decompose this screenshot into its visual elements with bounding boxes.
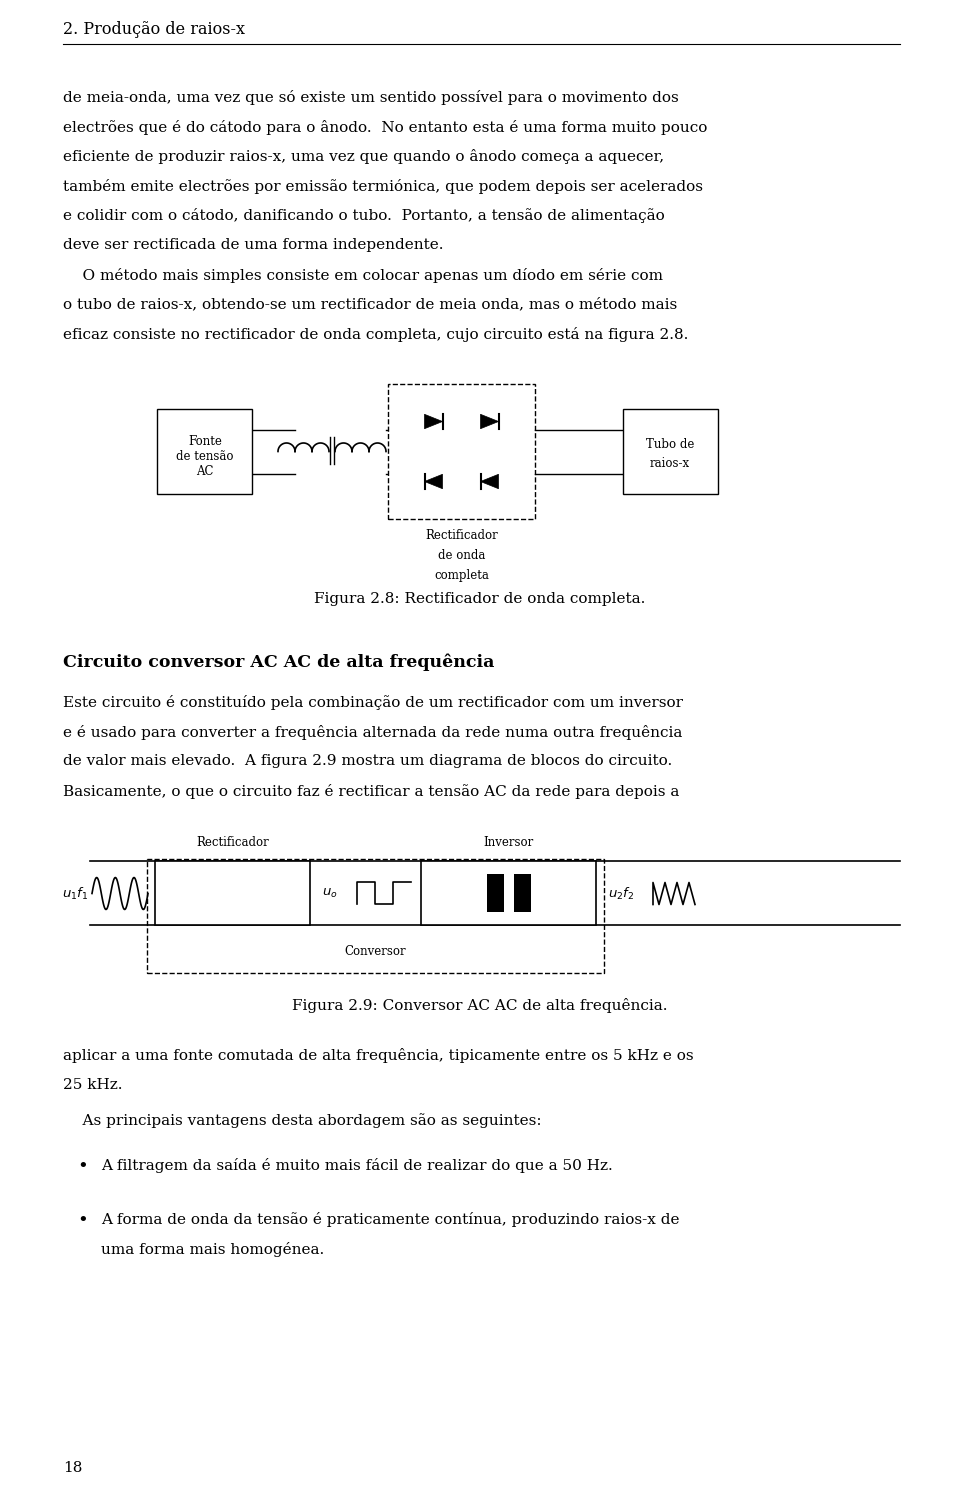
Text: aplicar a uma fonte comutada de alta frequência, tipicamente entre os 5 kHz e os: aplicar a uma fonte comutada de alta fre… — [63, 1048, 694, 1063]
Polygon shape — [424, 475, 443, 488]
Text: e é usado para converter a frequência alternada da rede numa outra frequência: e é usado para converter a frequência al… — [63, 725, 683, 740]
Text: Circuito conversor AC AC de alta frequência: Circuito conversor AC AC de alta frequên… — [63, 654, 494, 671]
Polygon shape — [424, 415, 443, 428]
Bar — [155, 861, 310, 925]
Text: completa: completa — [434, 569, 489, 582]
Text: eficiente de produzir raios-x, uma vez que quando o ânodo começa a aquecer,: eficiente de produzir raios-x, uma vez q… — [63, 150, 664, 165]
Text: deve ser rectificada de uma forma independente.: deve ser rectificada de uma forma indepe… — [63, 238, 444, 251]
Text: O método mais simples consiste em colocar apenas um díodo em série com: O método mais simples consiste em coloca… — [63, 268, 663, 283]
Text: eficaz consiste no rectificador de onda completa, cujo circuito está na figura 2: eficaz consiste no rectificador de onda … — [63, 326, 688, 341]
Text: 2. Produção de raios-x: 2. Produção de raios-x — [63, 21, 245, 37]
Bar — [147, 859, 604, 973]
Text: também emite electrões por emissão termiónica, que podem depois ser acelerados: também emite electrões por emissão termi… — [63, 178, 703, 193]
Text: $u_o$: $u_o$ — [322, 886, 338, 900]
Text: Figura 2.9: Conversor AC AC de alta frequência.: Figura 2.9: Conversor AC AC de alta freq… — [292, 998, 668, 1013]
Text: de meia-onda, uma vez que só existe um sentido possível para o movimento dos: de meia-onda, uma vez que só existe um s… — [63, 90, 679, 105]
Bar — [421, 861, 596, 925]
Text: AC: AC — [196, 466, 214, 478]
Text: Rectificador: Rectificador — [425, 530, 498, 542]
Text: e colidir com o cátodo, danificando o tubo.  Portanto, a tensão de alimentação: e colidir com o cátodo, danificando o tu… — [63, 208, 664, 223]
Text: de valor mais elevado.  A figura 2.9 mostra um diagrama de blocos do circuito.: de valor mais elevado. A figura 2.9 most… — [63, 754, 672, 768]
Polygon shape — [481, 415, 498, 428]
Text: Figura 2.8: Rectificador de onda completa.: Figura 2.8: Rectificador de onda complet… — [314, 591, 646, 605]
Text: $u_1 f_1$: $u_1 f_1$ — [61, 885, 88, 901]
Text: A forma de onda da tensão é praticamente contínua, produzindo raios-x de: A forma de onda da tensão é praticamente… — [101, 1213, 680, 1228]
Bar — [514, 874, 531, 913]
Text: Este circuito é constituído pela combinação de um rectificador com um inversor: Este circuito é constituído pela combina… — [63, 696, 683, 711]
Text: 25 kHz.: 25 kHz. — [63, 1078, 123, 1091]
Bar — [157, 409, 252, 494]
Text: Conversor: Conversor — [345, 945, 406, 958]
Text: de tensão: de tensão — [177, 451, 233, 463]
Text: •: • — [78, 1159, 88, 1177]
Text: •: • — [78, 1213, 88, 1231]
Text: Tubo de: Tubo de — [646, 439, 694, 451]
Text: electrões que é do cátodo para o ânodo.  No entanto esta é uma forma muito pouco: electrões que é do cátodo para o ânodo. … — [63, 120, 708, 135]
Bar — [487, 874, 503, 913]
Bar — [388, 383, 535, 519]
Text: de onda: de onda — [438, 549, 485, 563]
Text: A filtragem da saída é muito mais fácil de realizar do que a 50 Hz.: A filtragem da saída é muito mais fácil … — [101, 1159, 612, 1174]
Text: $u_2 f_2$: $u_2 f_2$ — [608, 885, 635, 901]
Text: 18: 18 — [63, 1461, 83, 1475]
Text: uma forma mais homogénea.: uma forma mais homogénea. — [101, 1243, 324, 1257]
Text: Rectificador: Rectificador — [196, 837, 269, 849]
Text: o tubo de raios-x, obtendo-se um rectificador de meia onda, mas o método mais: o tubo de raios-x, obtendo-se um rectifi… — [63, 298, 677, 311]
Text: As principais vantagens desta abordagem são as seguintes:: As principais vantagens desta abordagem … — [63, 1114, 541, 1129]
Text: Inversor: Inversor — [484, 837, 534, 849]
Polygon shape — [481, 475, 498, 488]
Bar — [622, 409, 717, 494]
Text: Basicamente, o que o circuito faz é rectificar a tensão AC da rede para depois a: Basicamente, o que o circuito faz é rect… — [63, 784, 680, 799]
Text: Fonte: Fonte — [188, 436, 222, 448]
Text: raios-x: raios-x — [650, 457, 690, 470]
